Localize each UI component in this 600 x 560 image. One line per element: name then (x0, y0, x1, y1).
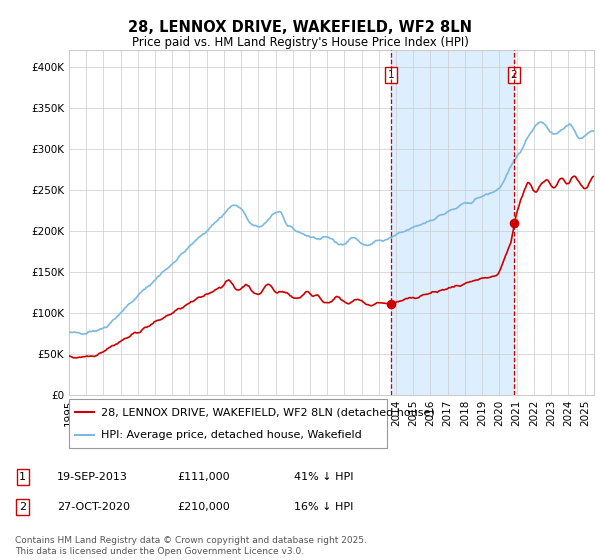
Text: HPI: Average price, detached house, Wakefield: HPI: Average price, detached house, Wake… (101, 430, 362, 440)
Text: £111,000: £111,000 (177, 472, 230, 482)
Text: £210,000: £210,000 (177, 502, 230, 512)
Point (386, 299, 396, 308)
Text: 27-OCT-2020: 27-OCT-2020 (57, 502, 130, 512)
Text: 2: 2 (19, 502, 26, 512)
Text: 28, LENNOX DRIVE, WAKEFIELD, WF2 8LN: 28, LENNOX DRIVE, WAKEFIELD, WF2 8LN (128, 20, 472, 35)
Text: 1: 1 (388, 70, 395, 80)
FancyBboxPatch shape (69, 399, 387, 448)
Text: 41% ↓ HPI: 41% ↓ HPI (294, 472, 353, 482)
Text: 1: 1 (19, 472, 26, 482)
Point (509, 218, 518, 227)
Text: 28, LENNOX DRIVE, WAKEFIELD, WF2 8LN (detached house): 28, LENNOX DRIVE, WAKEFIELD, WF2 8LN (de… (101, 407, 434, 417)
Text: Contains HM Land Registry data © Crown copyright and database right 2025.
This d: Contains HM Land Registry data © Crown c… (15, 536, 367, 556)
Text: 2: 2 (511, 70, 517, 80)
Text: 16% ↓ HPI: 16% ↓ HPI (294, 502, 353, 512)
Text: 19-SEP-2013: 19-SEP-2013 (57, 472, 128, 482)
Bar (391, 50, 514, 395)
Text: Price paid vs. HM Land Registry's House Price Index (HPI): Price paid vs. HM Land Registry's House … (131, 36, 469, 49)
